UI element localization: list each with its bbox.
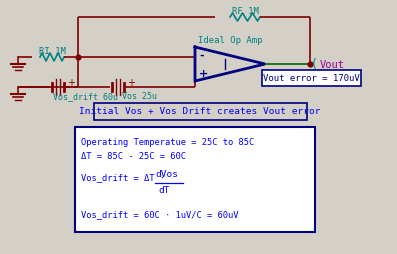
- Text: +: +: [199, 69, 208, 79]
- Text: +: +: [67, 78, 75, 88]
- Text: Initial Vos + Vos Drift creates Vout error: Initial Vos + Vos Drift creates Vout err…: [79, 107, 321, 116]
- Text: Vout error = 170uV: Vout error = 170uV: [263, 74, 360, 83]
- Text: (: (: [312, 58, 317, 71]
- Text: RI 1M: RI 1M: [39, 47, 66, 56]
- Text: Vos 25u: Vos 25u: [122, 92, 157, 101]
- Text: Operating Temperatue = 25C to 85C: Operating Temperatue = 25C to 85C: [81, 137, 254, 146]
- Text: Vos_drift 60u: Vos_drift 60u: [53, 92, 118, 101]
- Text: dVos: dVos: [155, 169, 178, 178]
- Text: -: -: [199, 51, 204, 61]
- Text: dT: dT: [158, 185, 170, 194]
- FancyBboxPatch shape: [94, 103, 306, 120]
- Text: +: +: [127, 78, 135, 88]
- FancyBboxPatch shape: [262, 71, 361, 87]
- Text: Vos_drift = 60C · 1uV/C = 60uV: Vos_drift = 60C · 1uV/C = 60uV: [81, 209, 239, 218]
- Text: Vout: Vout: [320, 60, 345, 70]
- FancyBboxPatch shape: [75, 128, 315, 232]
- Text: Vos_drift = ΔT ·: Vos_drift = ΔT ·: [81, 172, 165, 181]
- Text: ΔT = 85C - 25C = 60C: ΔT = 85C - 25C = 60C: [81, 151, 186, 160]
- Text: Ideal Op Amp: Ideal Op Amp: [198, 36, 262, 45]
- Text: RF 1M: RF 1M: [231, 7, 258, 16]
